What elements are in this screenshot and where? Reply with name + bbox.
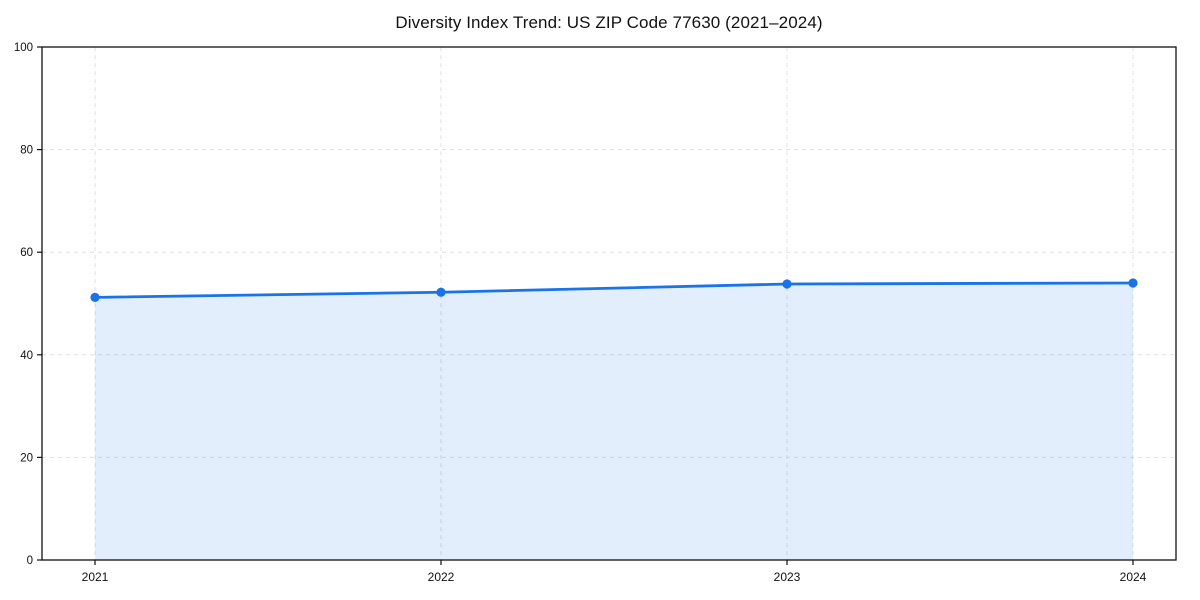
x-tick-label: 2021	[82, 570, 109, 584]
y-tick-label: 0	[27, 555, 33, 567]
x-tick-label: 2022	[428, 570, 455, 584]
chart-title: Diversity Index Trend: US ZIP Code 77630…	[395, 13, 823, 32]
x-axis: 2021 2022 2023 2024	[82, 560, 1147, 584]
plot-border	[41, 46, 1177, 561]
area-fill	[95, 282, 1133, 560]
y-tick-label: 20	[20, 452, 33, 464]
y-tick-label: 80	[20, 145, 33, 157]
data-point	[782, 279, 792, 289]
y-tick-label: 40	[20, 350, 33, 362]
y-tick-label: 100	[14, 42, 33, 54]
data-point	[90, 292, 100, 302]
x-tick-label: 2023	[774, 570, 801, 584]
y-tick-label: 60	[20, 247, 33, 259]
data-points	[90, 278, 1138, 302]
data-point	[1128, 278, 1138, 288]
x-tick-label: 2024	[1120, 570, 1147, 584]
trend-line	[93, 281, 1135, 299]
data-point	[436, 287, 446, 297]
y-axis: 0 20 40 60 80 100	[14, 42, 42, 567]
